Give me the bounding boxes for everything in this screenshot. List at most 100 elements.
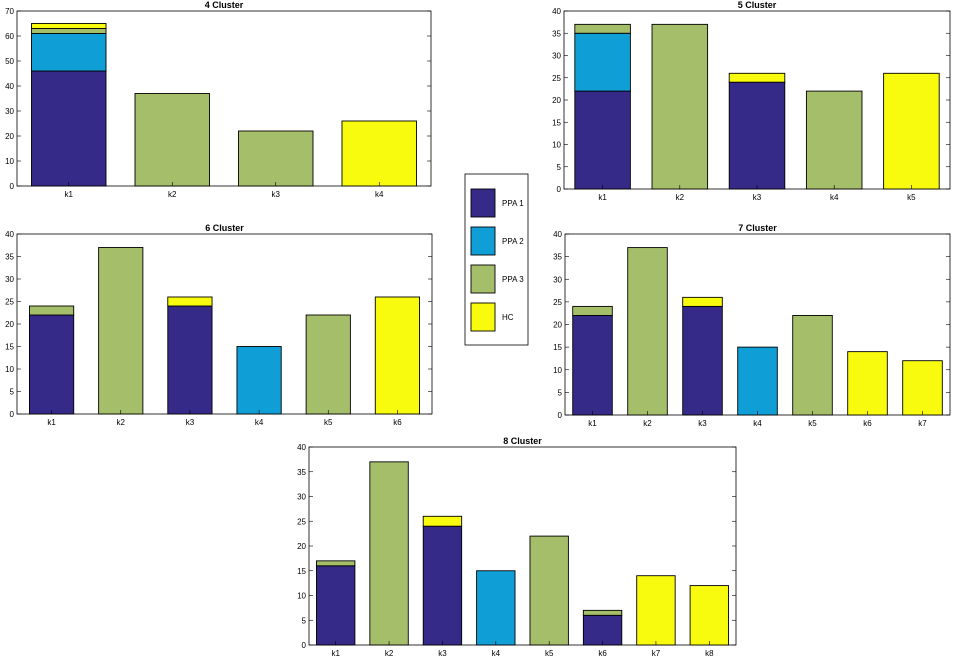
legend: PPA 1 PPA 2 PPA 3 HC (464, 173, 529, 346)
bar-k5-ppa-3 (529, 535, 569, 646)
bar-k6-ppa-1 (582, 614, 623, 646)
plot-area (16, 233, 433, 415)
chart-5-cluster: 5 Cluster 0 5 10 15 20 25 30 35 40 k1 k2 k3 k4 k5 (552, 0, 951, 202)
bar-k4-ppa-2 (236, 346, 282, 415)
bar-k1-ppa-3 (316, 560, 356, 567)
x-tick-label: k7 (918, 419, 927, 428)
x-tick-label: k5 (808, 419, 817, 428)
y-tick-label: 25 (5, 298, 14, 307)
y-tick-label: 0 (302, 641, 307, 650)
x-tick-label: k1 (598, 193, 607, 202)
x-tick-label: k4 (830, 193, 839, 202)
bar-k2-ppa-3 (134, 93, 210, 187)
x-tick-label: k1 (588, 419, 597, 428)
y-tick-label: 20 (5, 132, 14, 141)
y-tick-label: 10 (553, 366, 562, 375)
y-tick-label: 15 (553, 343, 562, 352)
x-tick-label: k4 (753, 419, 762, 428)
x-tick-label: k2 (643, 419, 652, 428)
y-tick-label: 0 (10, 182, 15, 191)
bar-k1-ppa-1 (572, 315, 613, 416)
bar-k3-ppa-1 (422, 525, 463, 646)
y-tick-label: 5 (10, 388, 15, 397)
y-tick-label: 20 (5, 320, 14, 329)
bar-k1-hc (31, 23, 107, 29)
y-tick-label: 60 (5, 32, 14, 41)
bar-k1-ppa-3 (572, 305, 613, 316)
x-tick-label: k6 (393, 418, 402, 427)
y-tick-label: 30 (5, 275, 14, 284)
y-tick-label: 10 (5, 365, 14, 374)
bar-k3-hc (728, 72, 786, 83)
x-tick-label: k2 (168, 190, 177, 199)
y-tick-label: 20 (552, 96, 561, 105)
x-tick-label: k2 (117, 418, 126, 427)
y-tick-label: 0 (558, 411, 563, 420)
chart-title: 5 Cluster (738, 0, 777, 10)
y-tick-label: 40 (553, 230, 562, 239)
x-tick-label: k6 (863, 419, 872, 428)
bar-k2-ppa-3 (651, 23, 709, 190)
x-tick-label: k5 (907, 193, 916, 202)
bar-k4-ppa-2 (476, 570, 516, 646)
y-tick-label: 5 (302, 616, 307, 625)
x-tick-label: k1 (47, 418, 56, 427)
bar-k6-ppa-3 (582, 609, 623, 616)
legend-label: PPA 3 (502, 275, 524, 284)
bar-k2-ppa-3 (369, 461, 409, 646)
bar-k6-hc (374, 296, 420, 415)
y-tick-label: 25 (552, 74, 561, 83)
legend-swatch-ppa-1 (470, 188, 496, 218)
bar-k1-ppa-2 (31, 33, 107, 72)
y-tick-label: 35 (297, 468, 306, 477)
bar-k1-ppa-1 (29, 314, 75, 415)
bar-k3-hc (167, 296, 213, 307)
x-tick-label: k3 (698, 419, 707, 428)
x-tick-label: k1 (65, 190, 74, 199)
x-tick-label: k2 (385, 649, 394, 658)
x-tick-label: k4 (492, 649, 501, 658)
legend-swatch-ppa-2 (470, 226, 496, 256)
x-tick-label: k3 (186, 418, 195, 427)
bar-k3-ppa-3 (238, 130, 314, 187)
x-tick-label: k4 (255, 418, 264, 427)
legend-swatch-ppa-3 (470, 264, 496, 294)
y-tick-label: 40 (297, 443, 306, 452)
bar-k5-ppa-3 (305, 314, 351, 415)
bar-k1-ppa-1 (31, 70, 107, 187)
y-tick-label: 40 (5, 82, 14, 91)
y-tick-label: 15 (5, 343, 14, 352)
chart-4-cluster: 4 Cluster 0 10 20 30 40 50 60 70 k1 k2 k3 k4 (5, 0, 432, 199)
bar-k3-ppa-1 (682, 305, 723, 416)
bar-k1-ppa-3 (31, 28, 107, 34)
y-tick-label: 30 (553, 275, 562, 284)
bar-k4-ppa-3 (805, 90, 863, 190)
y-tick-label: 25 (553, 298, 562, 307)
y-tick-label: 0 (557, 185, 562, 194)
y-tick-label: 50 (5, 57, 14, 66)
x-tick-label: k8 (705, 649, 714, 658)
bar-k1-ppa-3 (574, 23, 631, 34)
bar-k5-hc (883, 72, 940, 190)
x-tick-label: k5 (545, 649, 554, 658)
bar-k1-ppa-1 (316, 565, 356, 646)
x-tick-label: k1 (331, 649, 340, 658)
y-tick-label: 40 (5, 230, 14, 239)
bar-k8-hc (689, 585, 729, 646)
x-tick-label: k5 (324, 418, 333, 427)
y-tick-label: 35 (553, 253, 562, 262)
bar-k3-ppa-1 (167, 305, 213, 415)
y-tick-label: 15 (552, 118, 561, 127)
bar-k3-hc (682, 296, 723, 307)
x-tick-label: k2 (676, 193, 685, 202)
bar-k1-ppa-3 (29, 305, 75, 316)
bar-k1-ppa-2 (574, 32, 631, 92)
y-tick-label: 10 (297, 592, 306, 601)
chart-title: 6 Cluster (205, 223, 244, 233)
y-tick-label: 15 (297, 567, 306, 576)
bar-k3-ppa-1 (728, 81, 786, 190)
legend-label: PPA 1 (502, 199, 524, 208)
bar-k2-ppa-3 (98, 247, 144, 415)
y-tick-label: 30 (5, 107, 14, 116)
